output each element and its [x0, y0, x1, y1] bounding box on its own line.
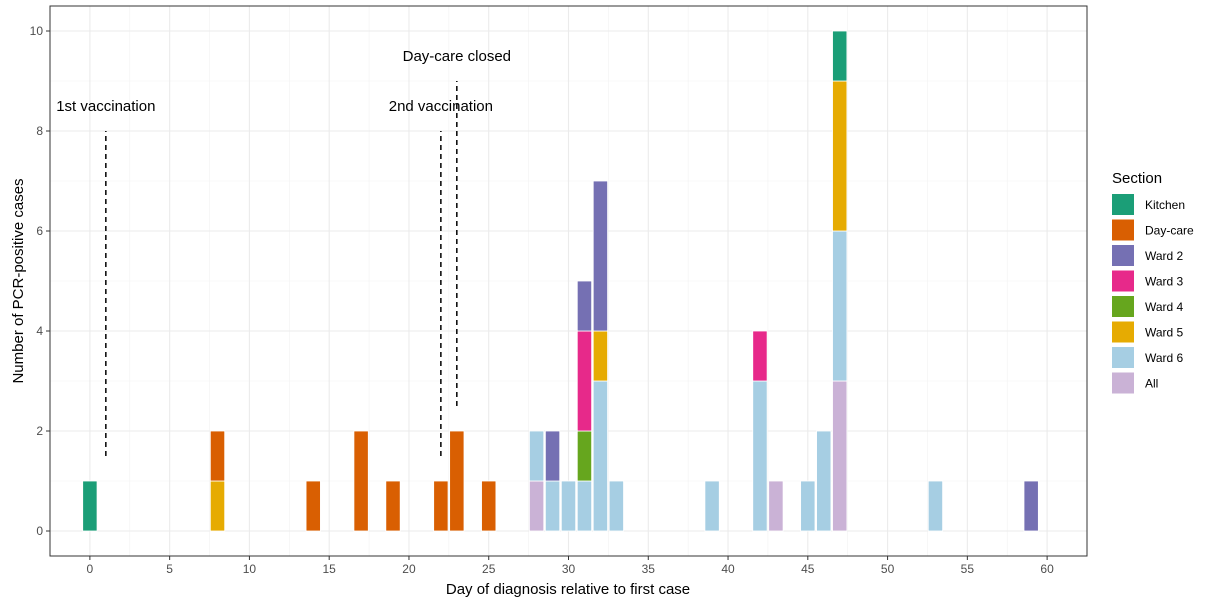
bar-segment-day-care — [433, 480, 449, 532]
x-axis-title: Day of diagnosis relative to first case — [446, 581, 690, 598]
annotation-label: 2nd vaccination — [389, 98, 493, 115]
legend-label: Kitchen — [1145, 198, 1185, 212]
y-axis: 0 2 4 6 8 10 — [30, 24, 50, 538]
x-tick-label: 50 — [881, 562, 895, 576]
bar-segment-day-care — [449, 430, 465, 532]
bar-segment-ward-6 — [592, 380, 608, 532]
bar-segment-ward-5 — [209, 480, 226, 532]
x-tick-label: 25 — [482, 562, 496, 576]
legend-label: Ward 4 — [1145, 300, 1184, 314]
y-tick-label: 4 — [36, 324, 43, 338]
legend-label: Day-care — [1145, 224, 1194, 238]
bar-segment-day-care — [353, 430, 369, 532]
bars-layer — [82, 30, 1039, 532]
bar-segment-all — [832, 380, 848, 532]
bar-segment-day-care — [385, 480, 401, 532]
y-tick-label: 0 — [36, 524, 43, 538]
y-axis-title: Number of PCR-positive cases — [10, 178, 27, 383]
bar-segment-kitchen — [832, 30, 848, 82]
bar-segment-ward-2 — [544, 430, 561, 482]
bar-segment-ward-6 — [704, 480, 720, 532]
bar-segment-ward-2 — [1023, 480, 1039, 532]
x-tick-label: 15 — [323, 562, 337, 576]
x-tick-label: 10 — [243, 562, 257, 576]
bar-segment-day-care — [209, 430, 226, 482]
bar-segment-ward-6 — [529, 430, 545, 482]
x-tick-label: 5 — [166, 562, 173, 576]
bar-segment-ward-5 — [592, 330, 608, 382]
bar-segment-day-care — [305, 480, 321, 532]
legend-label: Ward 5 — [1145, 326, 1184, 340]
bar-segment-all — [768, 480, 784, 532]
x-tick-label: 20 — [402, 562, 416, 576]
bar-segment-ward-6 — [560, 480, 577, 532]
x-tick-label: 30 — [562, 562, 576, 576]
annotation-label: 1st vaccination — [56, 98, 155, 115]
legend-label: All — [1145, 377, 1158, 391]
legend-swatch — [1112, 245, 1134, 266]
x-tick-label: 35 — [642, 562, 656, 576]
x-tick-label: 45 — [801, 562, 815, 576]
bar-segment-ward-6 — [816, 430, 832, 532]
x-tick-label: 55 — [961, 562, 975, 576]
annotation-label: Day-care closed — [403, 48, 511, 65]
legend-swatch — [1112, 347, 1134, 368]
x-tick-label: 0 — [87, 562, 94, 576]
legend-swatch — [1112, 296, 1134, 317]
legend-swatch — [1112, 194, 1134, 215]
legend-title: Section — [1112, 170, 1162, 187]
legend-swatch — [1112, 372, 1134, 394]
x-axis: 0 5 10 15 20 25 30 35 40 45 50 55 60 — [87, 556, 1054, 576]
bar-segment-ward-2 — [576, 280, 593, 332]
annotations-layer: 1st vaccination 2nd vaccination Day-care c… — [56, 48, 511, 456]
legend: Section Kitchen Day-care Ward 2 Ward 3 Ward … — [1112, 170, 1194, 394]
legend-label: Ward 6 — [1145, 351, 1184, 365]
y-tick-label: 6 — [36, 224, 43, 238]
bar-segment-ward-2 — [592, 180, 608, 332]
bar-segment-ward-6 — [608, 480, 624, 532]
y-tick-label: 10 — [30, 24, 44, 38]
bar-segment-day-care — [481, 480, 497, 532]
bar-segment-kitchen — [82, 480, 98, 532]
legend-swatch — [1112, 321, 1134, 343]
bar-segment-ward-6 — [752, 380, 768, 532]
bar-segment-ward-3 — [752, 330, 768, 382]
legend-swatch — [1112, 219, 1134, 241]
bar-segment-ward-5 — [832, 80, 848, 232]
x-tick-label: 60 — [1040, 562, 1054, 576]
legend-label: Ward 3 — [1145, 275, 1184, 289]
bar-segment-ward-6 — [927, 480, 944, 532]
bar-segment-ward-6 — [544, 480, 561, 532]
bar-segment-ward-4 — [576, 430, 593, 482]
y-tick-label: 2 — [36, 424, 43, 438]
bar-segment-ward-6 — [800, 480, 816, 532]
x-tick-label: 40 — [721, 562, 735, 576]
bar-segment-ward-3 — [576, 330, 593, 432]
bar-segment-all — [529, 480, 545, 532]
legend-swatch — [1112, 270, 1134, 292]
bar-segment-ward-6 — [832, 230, 848, 382]
legend-label: Ward 2 — [1145, 249, 1184, 263]
bar-segment-ward-6 — [576, 480, 593, 532]
y-tick-label: 8 — [36, 124, 43, 138]
